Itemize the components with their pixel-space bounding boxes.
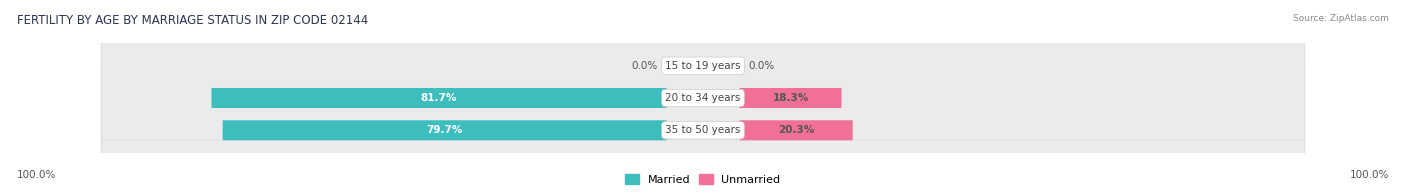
Text: FERTILITY BY AGE BY MARRIAGE STATUS IN ZIP CODE 02144: FERTILITY BY AGE BY MARRIAGE STATUS IN Z… (17, 14, 368, 27)
FancyBboxPatch shape (101, 0, 1305, 140)
Text: 20 to 34 years: 20 to 34 years (665, 93, 741, 103)
FancyBboxPatch shape (101, 24, 1305, 172)
Text: 100.0%: 100.0% (17, 170, 56, 180)
Text: 20.3%: 20.3% (778, 125, 814, 135)
Text: 0.0%: 0.0% (631, 61, 658, 71)
Text: 0.0%: 0.0% (748, 61, 775, 71)
Text: Source: ZipAtlas.com: Source: ZipAtlas.com (1294, 14, 1389, 23)
Text: 18.3%: 18.3% (772, 93, 808, 103)
Text: 100.0%: 100.0% (1350, 170, 1389, 180)
Text: 15 to 19 years: 15 to 19 years (665, 61, 741, 71)
Text: 81.7%: 81.7% (420, 93, 457, 103)
FancyBboxPatch shape (740, 88, 842, 108)
Text: 79.7%: 79.7% (426, 125, 463, 135)
FancyBboxPatch shape (211, 88, 666, 108)
FancyBboxPatch shape (740, 120, 852, 140)
Legend: Married, Unmarried: Married, Unmarried (621, 169, 785, 189)
FancyBboxPatch shape (101, 56, 1305, 196)
Text: 35 to 50 years: 35 to 50 years (665, 125, 741, 135)
FancyBboxPatch shape (222, 120, 666, 140)
